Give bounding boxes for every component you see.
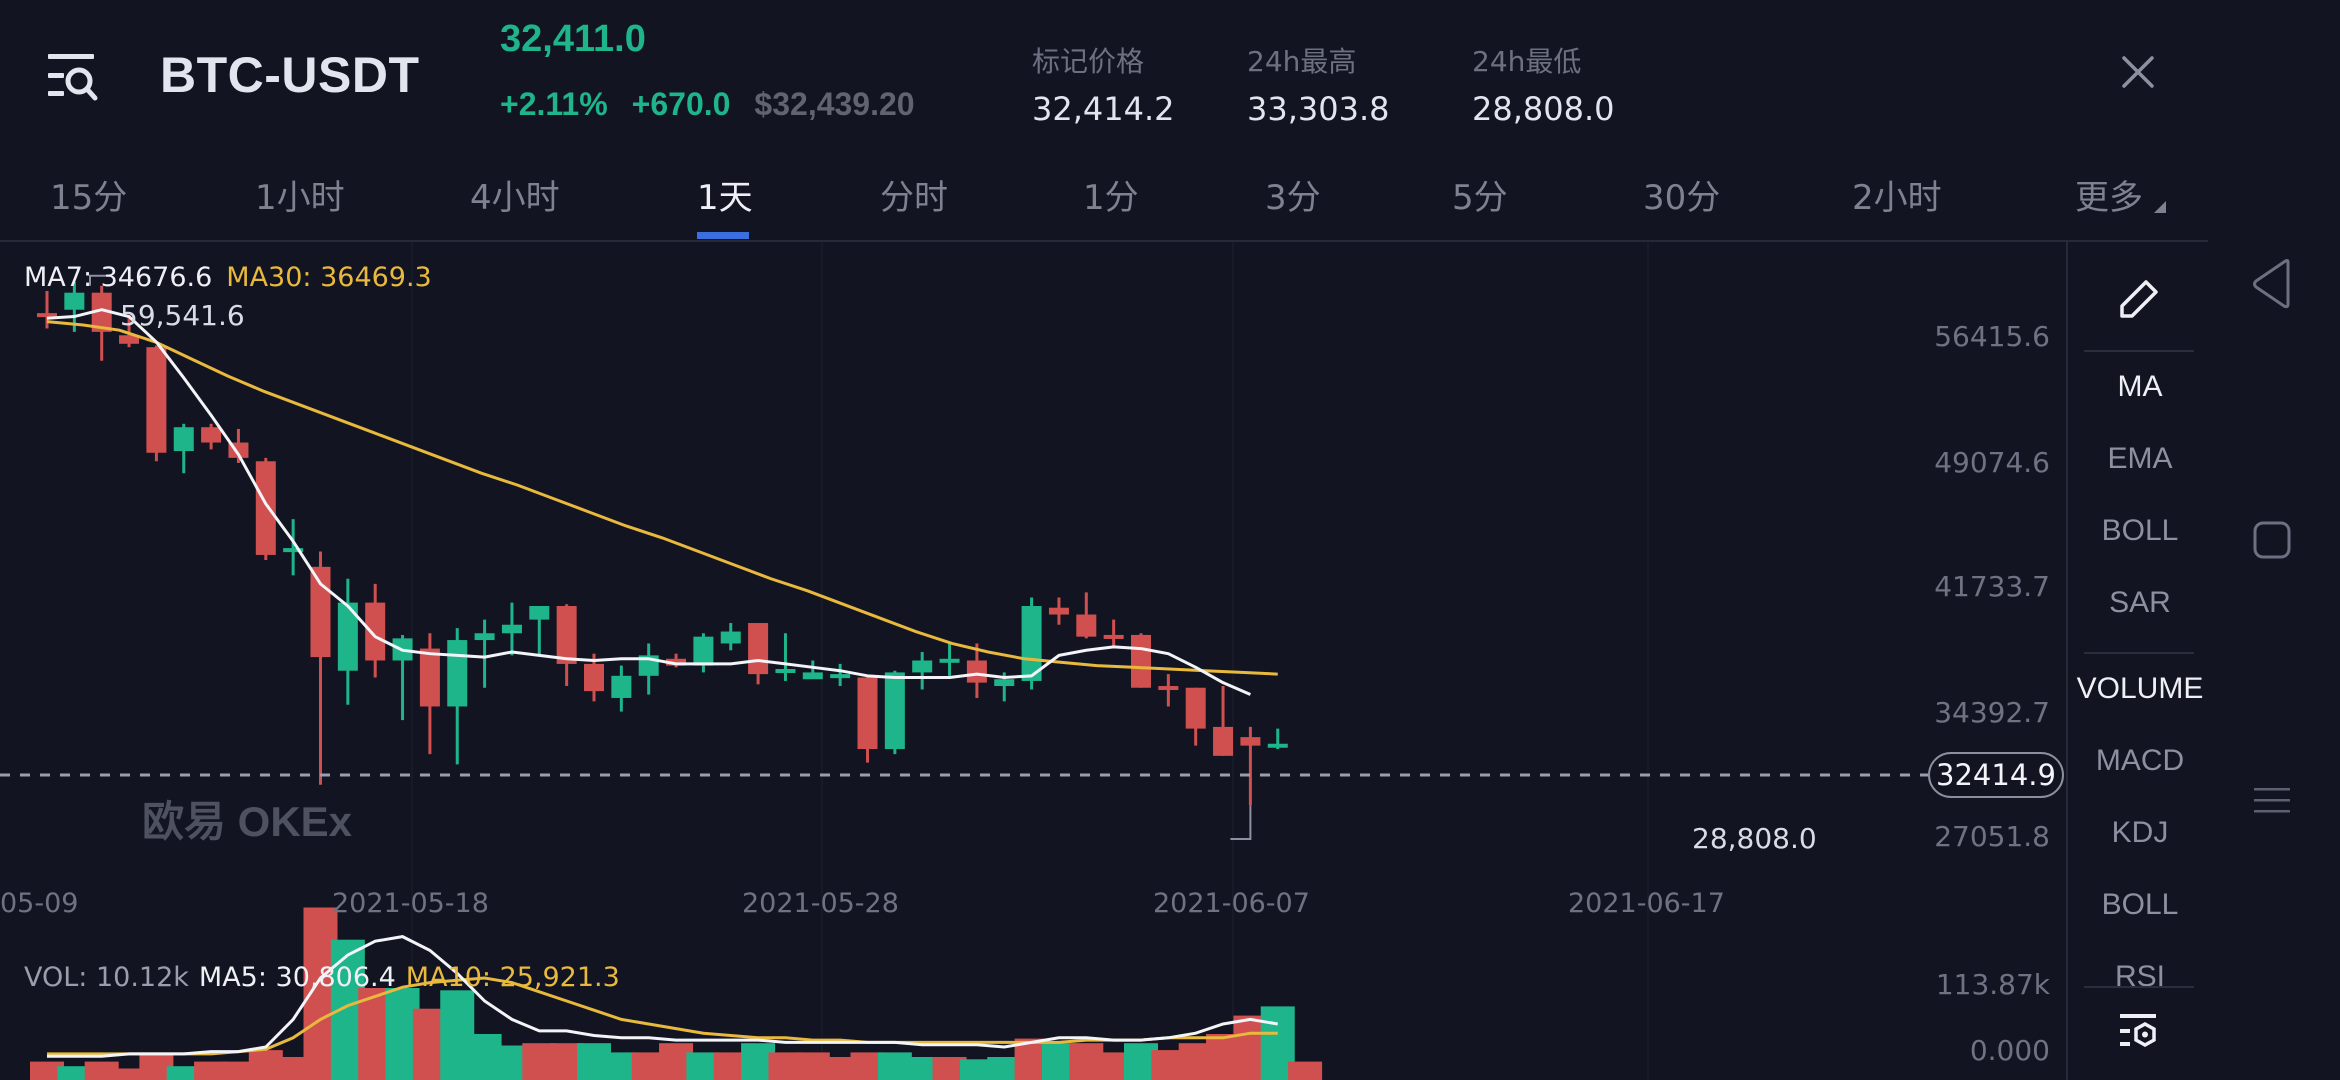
indicator-rsi[interactable]: RSI <box>2114 960 2165 986</box>
y-axis-label: 27051.8 <box>1934 820 2050 853</box>
low-price-marker: 28,808.0 <box>1692 822 1817 855</box>
panel-divider <box>2084 350 2194 352</box>
tab-more-label: 更多 <box>2075 178 2143 218</box>
y-axis-label: 34392.7 <box>1934 696 2050 729</box>
tab-1m[interactable]: 1分 <box>1083 178 1139 218</box>
candlestick-plot[interactable] <box>0 242 2066 1080</box>
tab-timeline[interactable]: 分时 <box>880 178 948 218</box>
y-axis-label: 56415.6 <box>1934 320 2050 353</box>
close-button[interactable] <box>2118 52 2158 92</box>
volume-axis-min: 0.000 <box>1969 1034 2050 1067</box>
current-price-badge[interactable]: 32414.9 <box>1928 752 2064 798</box>
stat-label: 标记价格 <box>1032 45 1145 78</box>
tab-5m[interactable]: 5分 <box>1452 178 1508 218</box>
y-axis-label: 41733.7 <box>1934 570 2050 603</box>
nav-back-button[interactable] <box>2250 258 2294 310</box>
tab-2h[interactable]: 2小时 <box>1852 178 1942 218</box>
stat-value: 33,303.8 <box>1247 90 1390 128</box>
app-root: BTC-USDT 32,411.0 +2.11% +670.0 $32,439.20… <box>0 0 2210 1080</box>
caret-icon <box>2153 201 2166 213</box>
okex-watermark: 欧易 OKEx <box>142 798 353 845</box>
indicator-settings-button[interactable] <box>2118 1012 2160 1052</box>
x-axis-label: 05-09 <box>0 888 79 919</box>
ma7-value: MA7: 34676.6 <box>24 262 213 293</box>
stat-24h-high: 24h最高 33,303.8 <box>1247 40 1390 128</box>
back-triangle-icon <box>2253 259 2290 309</box>
stat-mark-price: 标记价格 32,414.2 <box>1032 40 1175 128</box>
pair-title[interactable]: BTC-USDT <box>160 47 420 103</box>
settings-list-icon <box>2120 1014 2156 1048</box>
tab-1d[interactable]: 1天 <box>697 178 753 218</box>
tab-3m[interactable]: 3分 <box>1265 178 1321 218</box>
x-axis-label: 2021-06-17 <box>1568 888 1725 919</box>
tab-15m[interactable]: 15分 <box>50 178 128 218</box>
indicator-panel: MA EMA BOLL SAR VOLUME MACD KDJ BOLL RSI <box>2066 242 2210 1080</box>
change-absolute: +670.0 <box>631 86 731 122</box>
stat-value: 32,414.2 <box>1032 90 1175 128</box>
change-row: +2.11% +670.0 $32,439.20 <box>500 86 915 123</box>
system-nav-bar <box>2210 0 2340 1080</box>
nav-menu-button[interactable] <box>2252 780 2292 820</box>
indicator-ma[interactable]: MA <box>2117 370 2163 403</box>
stat-24h-low: 24h最低 28,808.0 <box>1472 40 1615 128</box>
ticker-header: BTC-USDT 32,411.0 +2.11% +670.0 $32,439.20… <box>0 0 2210 150</box>
high-price-marker: 59,541.6 <box>120 299 245 332</box>
panel-divider <box>2084 652 2194 654</box>
indicator-sar[interactable]: SAR <box>2109 586 2171 619</box>
indicator-boll[interactable]: BOLL <box>2101 514 2179 547</box>
volume-ma5: MA5: 30,806.4 <box>198 962 396 993</box>
kline-chart[interactable]: MA7: 34676.6 MA30: 36469.3 59,541.6 28,80… <box>0 242 2066 1080</box>
panel-divider <box>2084 986 2194 988</box>
close-icon <box>2122 56 2154 88</box>
pencil-icon <box>2120 280 2158 318</box>
stat-label: 24h最高 <box>1247 45 1357 78</box>
indicator-ema[interactable]: EMA <box>2107 442 2173 475</box>
x-axis-label: 2021-05-28 <box>742 888 899 919</box>
draw-tool-button[interactable] <box>2112 270 2168 326</box>
volume-value: VOL: 10.12k <box>24 962 189 993</box>
volume-axis-max: 113.87k <box>1935 968 2050 1001</box>
stat-value: 28,808.0 <box>1472 90 1615 128</box>
pair-search-icon[interactable] <box>46 52 100 102</box>
x-axis-label: 2021-05-18 <box>332 888 489 919</box>
tab-30m[interactable]: 30分 <box>1643 178 1721 218</box>
indicator-kdj[interactable]: KDJ <box>2111 816 2169 849</box>
tabs-divider <box>0 240 2208 242</box>
stat-label: 24h最低 <box>1472 45 1582 78</box>
nav-home-button[interactable] <box>2252 520 2292 560</box>
timeframe-tabs: 15分 1小时 4小时 1天 分时 1分 3分 5分 30分 2小时 更多 <box>0 160 2210 242</box>
change-percent: +2.11% <box>500 86 608 122</box>
y-axis-label: 49074.6 <box>1934 446 2050 479</box>
volume-legend: VOL: 10.12k MA5: 30,806.4 MA10: 25,921.3 <box>24 962 620 993</box>
ma-legend: MA7: 34676.6 MA30: 36469.3 <box>24 262 432 293</box>
indicator-macd[interactable]: MACD <box>2095 744 2185 777</box>
tab-1h[interactable]: 1小时 <box>255 178 345 218</box>
indicator-boll-sub[interactable]: BOLL <box>2101 888 2179 921</box>
ma30-value: MA30: 36469.3 <box>226 262 432 293</box>
x-axis-label: 2021-06-07 <box>1153 888 1310 919</box>
usd-price: $32,439.20 <box>754 86 915 122</box>
tab-more[interactable]: 更多 <box>2075 170 2166 219</box>
last-price: 32,411.0 <box>500 18 646 60</box>
volume-ma10: MA10: 25,921.3 <box>405 962 620 993</box>
tab-4h[interactable]: 4小时 <box>470 178 560 218</box>
menu-lines-icon <box>2254 788 2290 813</box>
indicator-volume[interactable]: VOLUME <box>2076 672 2204 705</box>
active-tab-indicator <box>697 232 749 239</box>
home-square-icon <box>2253 521 2291 559</box>
